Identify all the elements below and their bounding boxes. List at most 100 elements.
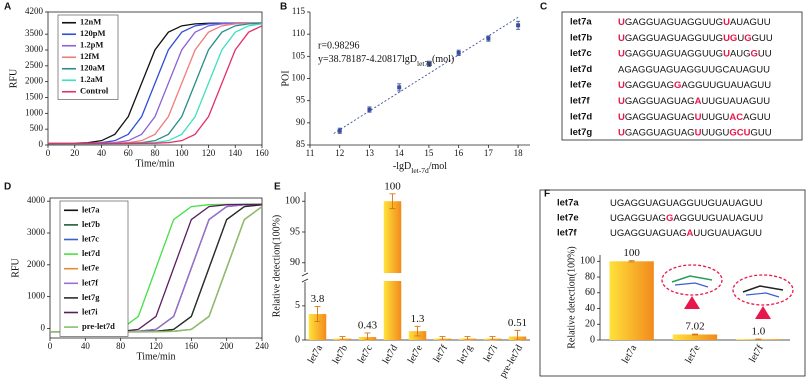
y-tick-label: 3000 [27, 227, 46, 237]
axis-break [301, 272, 309, 283]
x-tick-label: 11 [306, 148, 315, 158]
error-bar [339, 336, 346, 341]
sequence-segment: GAGGUAGUAG [625, 127, 695, 138]
error-bar [389, 193, 396, 210]
sequence-segment: G [666, 213, 673, 224]
point [337, 128, 342, 133]
legend-label: let7c [82, 233, 99, 243]
x-tick-label: 120 [149, 341, 163, 351]
sequence-segment: UGAGGUAGUAGGUUGUAUAGUU [610, 198, 763, 209]
x-label-unit: /mol [429, 161, 448, 172]
x-label-main: -lgD [393, 161, 411, 172]
sequence-segment: AGGUUGUAUAGUU [681, 80, 771, 91]
value-label: 3.8 [311, 293, 325, 305]
y-tick-label: 20 [585, 319, 595, 330]
y-tick-label: 100 [580, 256, 595, 267]
series-line [48, 25, 263, 145]
y-tick-label: 1000 [27, 291, 46, 301]
bar [308, 314, 327, 340]
sequence-segment: UUGUAUAGUU [701, 96, 770, 107]
legend-label: let7b [82, 219, 100, 229]
y-tick-label: 2000 [27, 259, 46, 269]
legend-label: let7d [82, 248, 100, 258]
sequence: UGAGGUAGUAGUUUGUACAGUU [618, 111, 771, 122]
y-tick-label: 80 [585, 271, 595, 282]
error-bar [464, 336, 471, 341]
y-axis-label: POI [280, 70, 291, 86]
legend-label: Control [80, 86, 109, 96]
sequence-segment: UUGU [701, 111, 729, 122]
x-tick-label: 0 [46, 148, 51, 158]
error-bar [692, 333, 698, 336]
y-tick-label: 0 [41, 323, 46, 333]
x-label-sub: let-7d [411, 166, 429, 175]
x-tick-label: let7f [431, 343, 450, 365]
legend-label: let7f [82, 277, 98, 287]
y-axis-label: RFU [8, 68, 19, 88]
panel-c-frame [561, 11, 803, 141]
sequence-segment: U [723, 48, 730, 59]
x-axis-label: Time/min [136, 351, 175, 362]
x-axis-label: -lgDlet-7d/mol [393, 161, 447, 175]
equation-sub: let7d [417, 59, 432, 68]
sequence-segment: U [618, 32, 625, 43]
x-axis-label: Time/min [135, 158, 174, 169]
sequence-segment: GUU [752, 32, 773, 43]
x-tick-label: let7d [381, 343, 401, 366]
value-label: 0.43 [358, 320, 378, 332]
sequence-segment: U [695, 111, 702, 122]
legend-label: let7i [82, 306, 98, 316]
legend-label: 1.2pM [80, 40, 103, 50]
sequence-name: let7e [570, 80, 592, 91]
sequence: UGAGGUAGUAGGUUGUAUAGUU [610, 198, 763, 209]
sequence: UGAGGUAGUAGAUUGUAUAGUU [610, 228, 762, 239]
x-tick-label: let7f [747, 343, 766, 365]
y-tick-label: 1500 [25, 92, 44, 102]
sequence: UGAGGUAGUAGGUUGUAUGGUU [618, 48, 772, 59]
error-bar [489, 336, 496, 341]
sequence-segment: UGAGGUAG [610, 213, 666, 224]
sequence-name: let7f [557, 228, 577, 239]
y-tick-label: 500 [30, 123, 44, 133]
x-tick-label: let7a [620, 343, 640, 366]
sequence-name: let7d [570, 64, 592, 75]
sequence-segment: GCU [729, 127, 750, 138]
value-label: 1.0 [751, 326, 765, 338]
error-bar [414, 325, 421, 337]
x-tick-label: 18 [514, 148, 524, 158]
sequence-segment: U [618, 80, 625, 91]
x-tick-label: pre-let7d [498, 343, 526, 379]
y-tick-label: 0 [590, 334, 595, 345]
sequence-segment: GAGGUAGUAGGUUG [625, 48, 723, 59]
value-label: 0.51 [508, 317, 527, 329]
y-tick-label: 105 [292, 50, 306, 60]
x-tick-label: 40 [97, 148, 107, 158]
y-tick-label: 90 [296, 117, 306, 127]
sequence-segment: UUGUAUAGUU [693, 228, 762, 239]
x-tick-label: 160 [255, 148, 269, 158]
sequence-segment: AUG [730, 48, 751, 59]
sequence-segment: GAGGUAGUAGGUUG [625, 32, 723, 43]
error-bar [514, 329, 521, 341]
sequence-segment: AUAGUU [730, 17, 771, 28]
value-label: 7.02 [685, 321, 704, 333]
panel-label: D [4, 182, 11, 193]
x-tick-label: let7e [406, 343, 426, 366]
sequence-segment: AC [729, 111, 743, 122]
point [456, 50, 461, 55]
y-axis-label: RFU [10, 257, 21, 277]
point [486, 36, 491, 41]
sequence-segment: GAGGUAGUAGGUUG [625, 17, 723, 28]
y-axis-label: Relative detection(100%) [566, 246, 577, 348]
legend-label: pre-let7d [82, 321, 115, 331]
x-tick-label: 240 [255, 341, 269, 351]
sequence-segment: U [618, 111, 625, 122]
x-tick-label: let7a [306, 343, 326, 366]
sequence-name: let7a [570, 17, 592, 28]
x-tick-label: let7i [482, 343, 501, 364]
sequence-name: let7f [570, 96, 590, 107]
sequence-segment: AGUU [743, 111, 771, 122]
sequence-name: let7c [570, 48, 592, 59]
